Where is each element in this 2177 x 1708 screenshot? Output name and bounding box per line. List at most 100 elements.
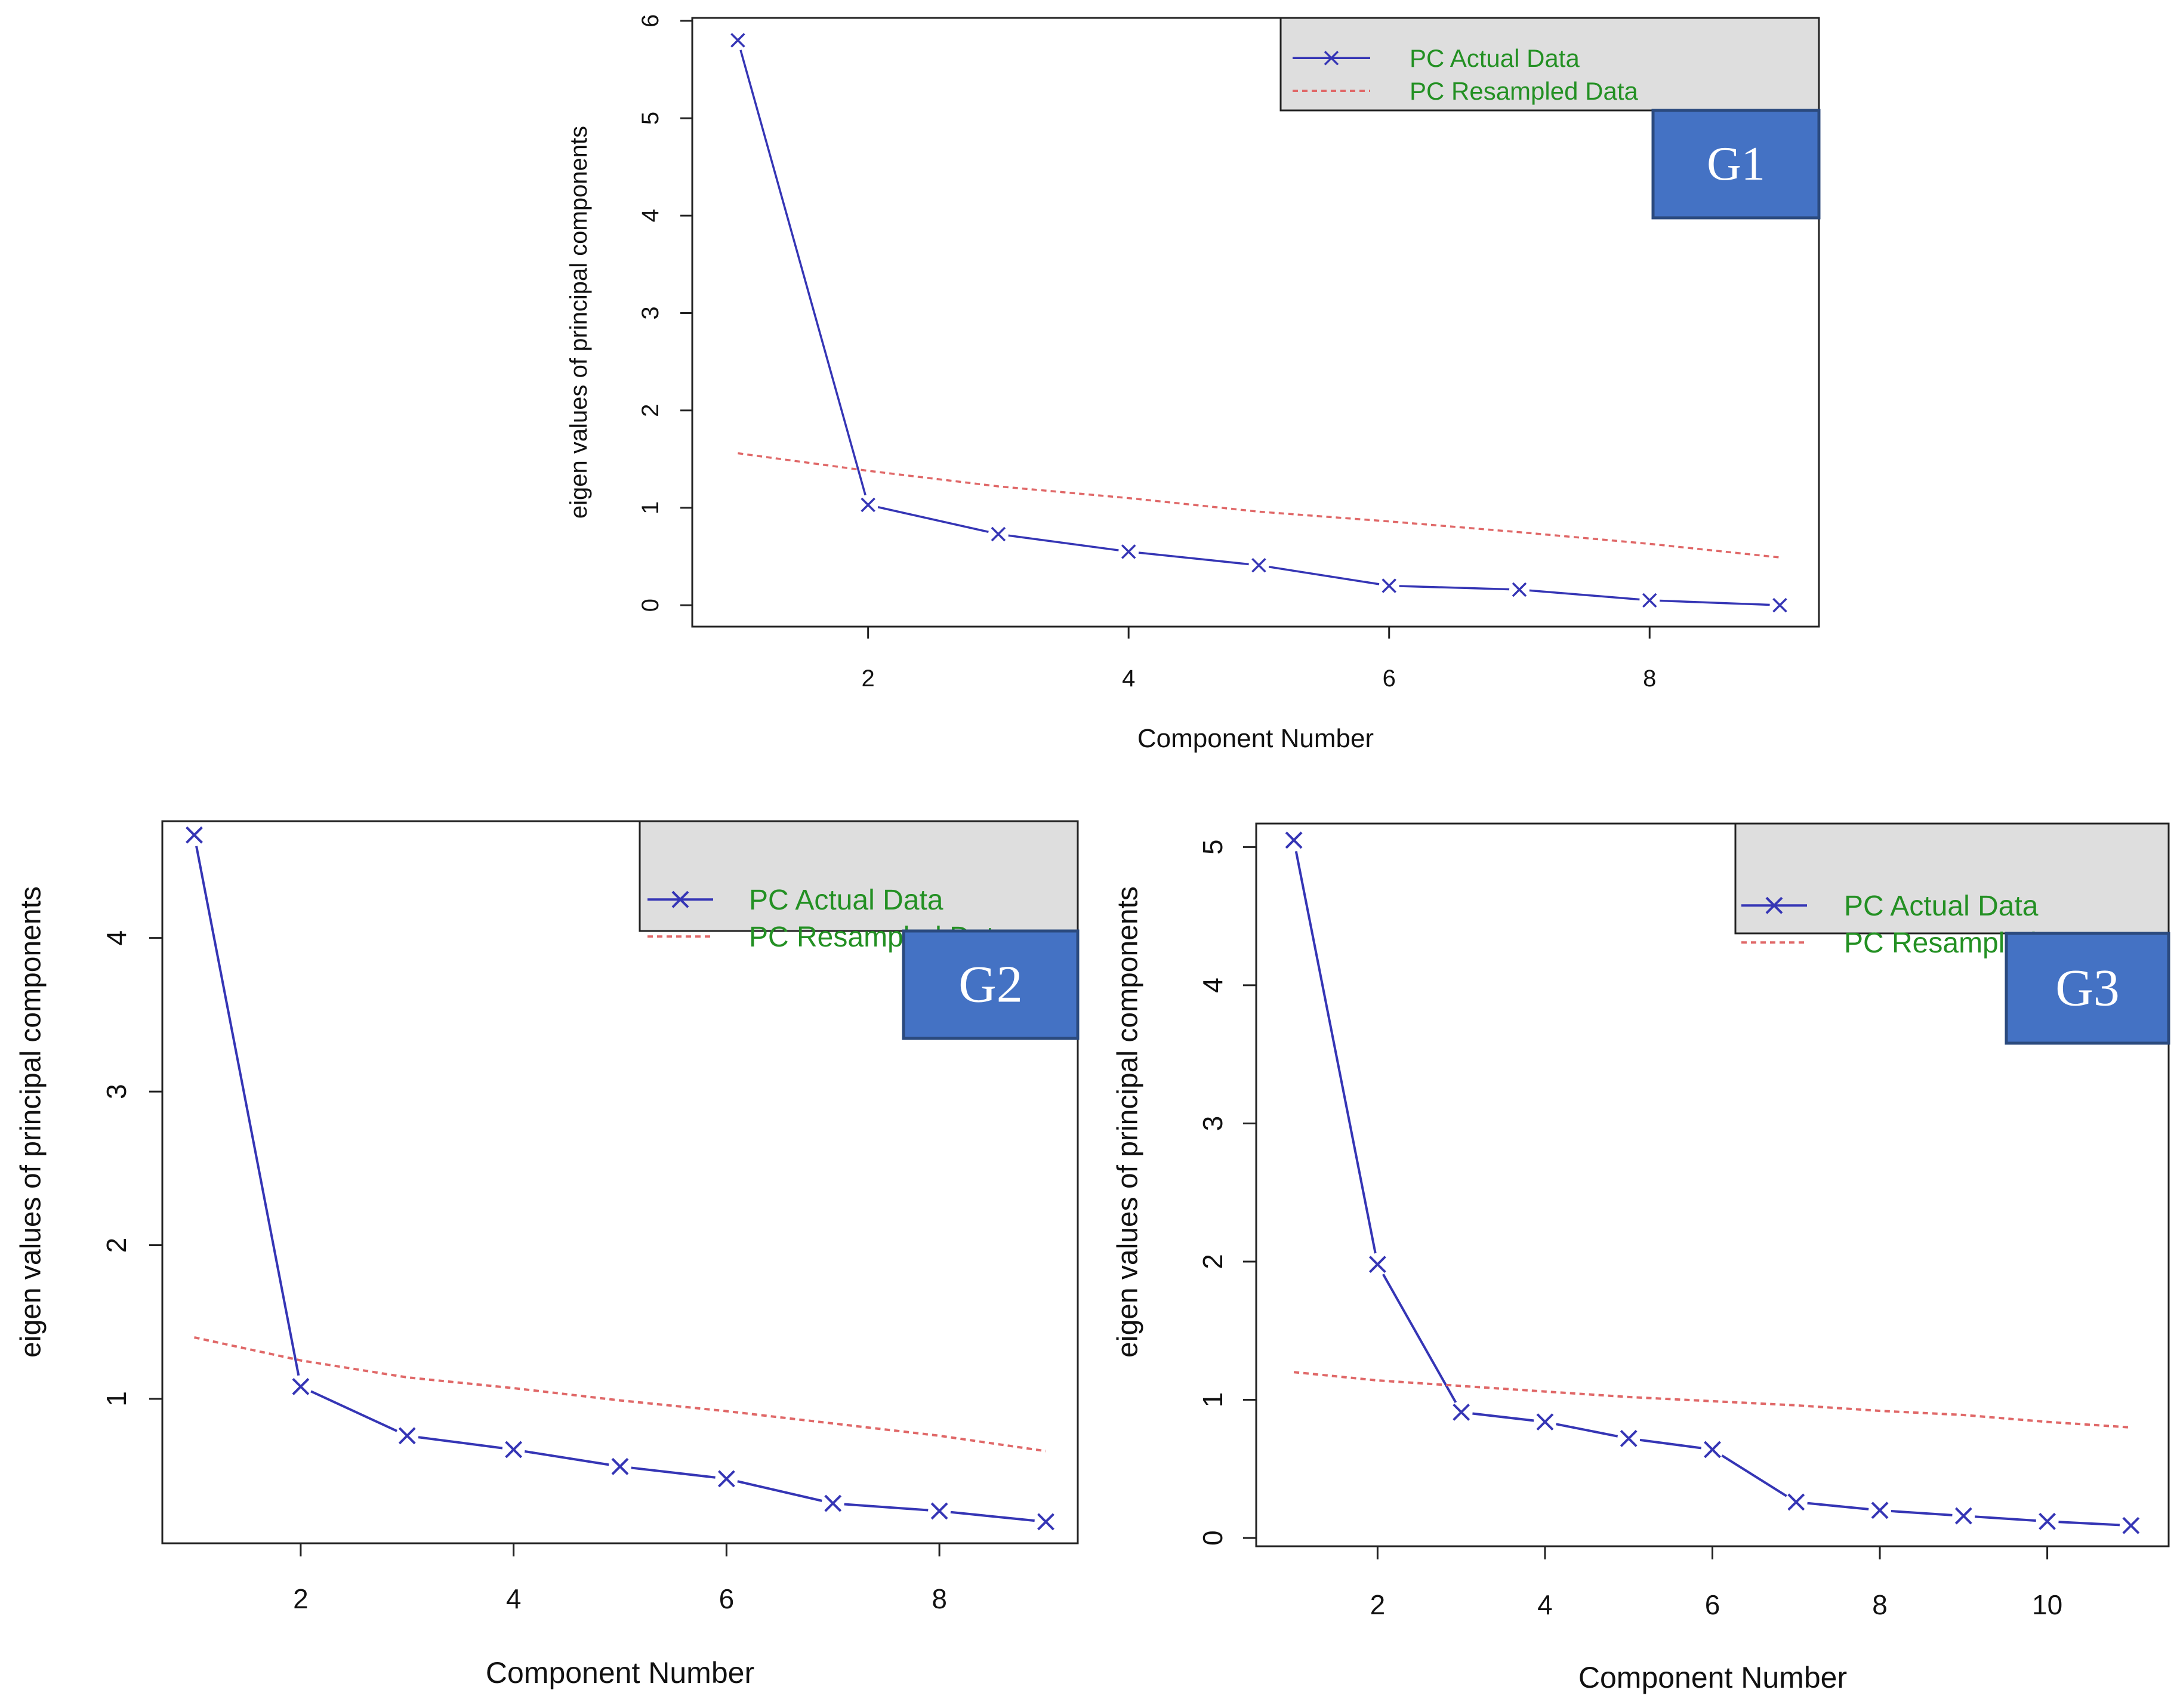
data-point-marker xyxy=(1285,831,1303,849)
y-tick-label: 4 xyxy=(1197,978,1228,993)
resampled-line xyxy=(738,452,1780,559)
y-tick-label: 5 xyxy=(1197,840,1228,855)
data-point-marker xyxy=(1787,1493,1805,1511)
group-badge-label: G1 xyxy=(1707,138,1765,190)
data-point-marker xyxy=(1772,597,1787,613)
data-point-marker xyxy=(861,497,875,513)
data-point-marker xyxy=(1704,1441,1721,1459)
y-tick-label: 3 xyxy=(101,1084,132,1099)
data-point-marker xyxy=(730,33,745,48)
group-badge xyxy=(2005,932,2170,1045)
y-tick-label: 4 xyxy=(637,209,664,222)
data-point-marker xyxy=(398,1427,416,1445)
group-badge xyxy=(1651,109,1821,220)
data-point-marker xyxy=(186,826,203,844)
legend-label-actual: PC Actual Data xyxy=(749,884,943,916)
data-point-marker xyxy=(292,1377,310,1395)
y-tick-label: 2 xyxy=(1197,1254,1228,1269)
x-tick-label: 4 xyxy=(1537,1589,1553,1620)
series-actual xyxy=(1282,828,2142,1537)
legend-box xyxy=(1734,822,2170,935)
data-point-marker xyxy=(1121,544,1136,559)
data-point-marker xyxy=(1954,1507,1972,1525)
resampled-line xyxy=(194,1336,1046,1453)
legend-label-actual: PC Actual Data xyxy=(1410,44,1580,72)
y-axis-title: eigen values of principal components xyxy=(566,126,592,519)
x-tick-label: 10 xyxy=(2032,1589,2062,1620)
data-point-marker xyxy=(1382,578,1396,593)
x-axis-title: Component Number xyxy=(1578,1661,1847,1694)
y-tick-label: 1 xyxy=(101,1391,132,1407)
x-tick-label: 6 xyxy=(1383,665,1396,692)
data-point-marker xyxy=(1871,1502,1889,1519)
data-point-marker xyxy=(1251,557,1266,573)
data-point-marker xyxy=(1368,1256,1386,1274)
legend-label-actual: PC Actual Data xyxy=(1844,890,2039,922)
legend-x-marker-icon xyxy=(1324,51,1339,66)
y-tick-label: 1 xyxy=(1197,1392,1228,1408)
resampled-line xyxy=(1293,1371,2132,1429)
group-badge-label: G3 xyxy=(2055,960,2120,1018)
legend-x-marker-icon xyxy=(671,890,689,908)
data-point-marker xyxy=(2039,1512,2056,1530)
chart-g1-svg: 2 4 6 8 0 1 2 3 4 5 6 Component Number eigen values … xyxy=(566,14,1821,753)
group-badge xyxy=(902,929,1080,1040)
y-tick-label: 1 xyxy=(637,501,664,514)
x-tick-label: 8 xyxy=(1643,665,1656,692)
y-tick-label: 3 xyxy=(1197,1116,1228,1132)
data-point-marker xyxy=(1536,1413,1554,1431)
data-point-marker xyxy=(930,1502,948,1520)
x-tick-label: 2 xyxy=(862,665,875,692)
group-badge-label: G2 xyxy=(958,956,1023,1014)
series-resampled xyxy=(194,1336,1046,1453)
data-point-marker xyxy=(991,526,1006,542)
y-axis: 0 1 2 3 4 5 xyxy=(1197,840,1256,1546)
data-point-marker xyxy=(2122,1516,2140,1534)
y-axis-title: eigen values of principal components xyxy=(16,886,47,1358)
chart-g3: 2 4 6 8 10 0 1 2 3 4 5 Component Number eigen values… xyxy=(1098,776,2177,1708)
legend: PC Actual Data PC Resampled Data xyxy=(1279,17,1820,112)
data-point-marker xyxy=(1037,1513,1054,1531)
x-tick-label: 2 xyxy=(1370,1589,1386,1620)
x-axis: 2 4 6 8 xyxy=(862,627,1656,692)
data-point-marker xyxy=(1642,593,1657,608)
data-point-marker xyxy=(717,1470,735,1488)
chart-g2: 2 4 6 8 1 2 3 4 Component Number eigen values of … xyxy=(0,776,1098,1708)
actual-line xyxy=(736,40,1780,606)
series-resampled xyxy=(738,452,1780,559)
y-axis-title: eigen values of principal components xyxy=(1112,886,1144,1358)
series-actual xyxy=(727,30,1790,616)
plot-frame xyxy=(161,820,1079,1544)
data-point-marker xyxy=(824,1494,842,1512)
x-tick-label: 8 xyxy=(1872,1589,1888,1620)
y-axis: 1 2 3 4 xyxy=(101,930,162,1407)
x-tick-label: 6 xyxy=(1705,1589,1720,1620)
y-tick-label: 2 xyxy=(101,1238,132,1253)
data-point-marker xyxy=(611,1457,629,1475)
x-axis-title: Component Number xyxy=(486,1656,754,1689)
data-point-marker xyxy=(1620,1429,1638,1447)
y-tick-label: 3 xyxy=(637,306,664,319)
x-tick-label: 2 xyxy=(293,1583,309,1614)
y-tick-label: 4 xyxy=(101,930,132,946)
chart-g1: 2 4 6 8 0 1 2 3 4 5 6 Component Number eigen values … xyxy=(0,0,2177,770)
x-axis-title: Component Number xyxy=(1137,724,1374,753)
series-resampled xyxy=(1293,1371,2132,1429)
chart-g2-svg: 2 4 6 8 1 2 3 4 Component Number eigen values of … xyxy=(16,820,1080,1689)
x-tick-label: 8 xyxy=(932,1583,947,1614)
y-tick-label: 0 xyxy=(1197,1530,1228,1546)
x-axis: 2 4 6 8 10 xyxy=(1370,1546,2062,1620)
x-tick-label: 6 xyxy=(719,1583,735,1614)
x-axis: 2 4 6 8 xyxy=(293,1543,947,1614)
data-point-marker xyxy=(1453,1403,1470,1421)
y-axis: 0 1 2 3 4 5 6 xyxy=(637,14,692,612)
legend-label-resampled: PC Resampled Data xyxy=(1410,77,1638,105)
y-tick-label: 0 xyxy=(637,599,664,612)
legend-box xyxy=(1279,17,1820,112)
plot-frame xyxy=(691,17,1820,628)
x-tick-label: 4 xyxy=(506,1583,522,1614)
data-point-marker xyxy=(1512,582,1527,597)
y-tick-label: 2 xyxy=(637,404,664,417)
chart-g3-svg: 2 4 6 8 10 0 1 2 3 4 5 Component Number eigen values… xyxy=(1112,822,2170,1694)
